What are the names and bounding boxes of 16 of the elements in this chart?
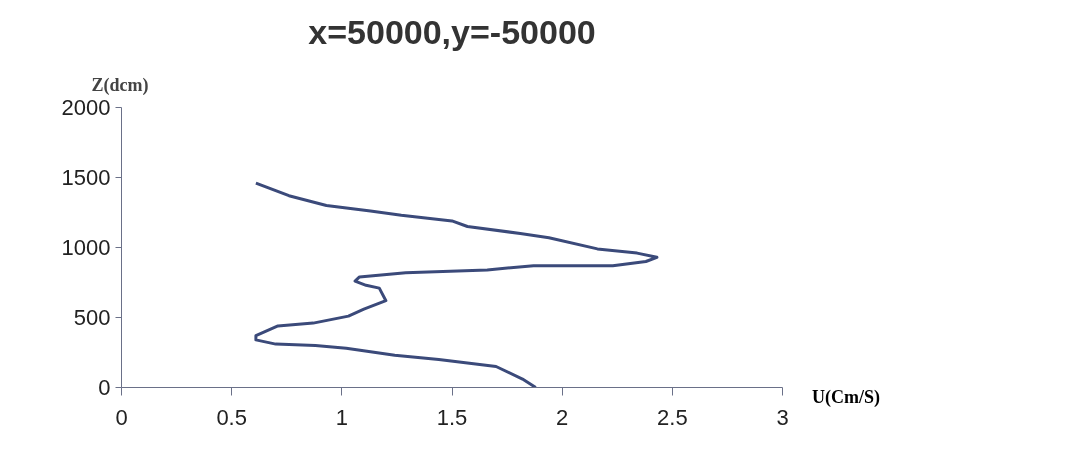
x-tick-label: 1.5 bbox=[436, 404, 468, 430]
x-tick-label: 2 bbox=[556, 404, 569, 430]
x-tick-label: 2.5 bbox=[657, 404, 688, 430]
x-tick-label: 1 bbox=[335, 404, 348, 430]
x-tick-label: 3 bbox=[776, 404, 789, 430]
y-tick-label: 1000 bbox=[61, 235, 111, 260]
y-tick-label: 1500 bbox=[61, 165, 111, 190]
x-axis-title: U(Cm/S) bbox=[812, 386, 880, 409]
y-tick-label: 500 bbox=[73, 305, 111, 330]
line-series bbox=[254, 181, 659, 388]
y-axis-title: Z(dcm) bbox=[91, 75, 149, 96]
x-tick-label: 0 bbox=[115, 404, 128, 430]
x-tick-label: 0.5 bbox=[216, 404, 247, 430]
y-tick-label: 2000 bbox=[61, 95, 111, 120]
chart-title: x=50000,y=-50000 bbox=[308, 12, 596, 51]
y-tick-label: 0 bbox=[98, 375, 111, 400]
